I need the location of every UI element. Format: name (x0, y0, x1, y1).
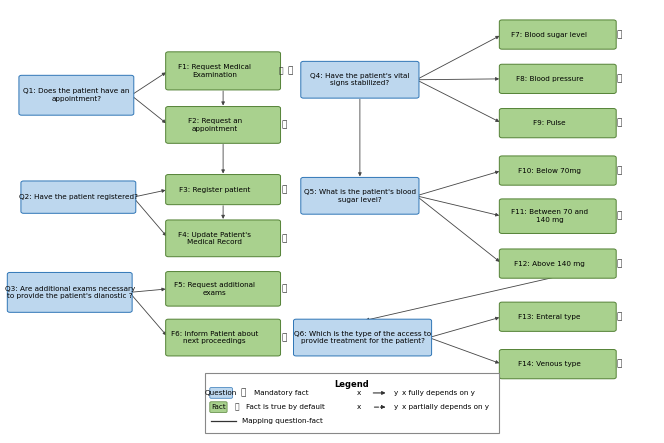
Text: ⓜ: ⓜ (281, 284, 287, 293)
Text: Q6: Which is the type of the access to
provide treatment for the patient?: Q6: Which is the type of the access to p… (294, 331, 431, 344)
Text: ⓜ: ⓜ (617, 212, 622, 221)
FancyBboxPatch shape (21, 181, 136, 213)
Text: F8: Blood pressure: F8: Blood pressure (516, 76, 583, 82)
Text: Ⓣ: Ⓣ (279, 66, 284, 75)
Text: ⓜ: ⓜ (617, 360, 622, 369)
Text: Fact: Fact (211, 404, 226, 410)
Text: F6: Inform Patient about
next proceedings: F6: Inform Patient about next proceeding… (171, 331, 258, 344)
Text: F2: Request an
appointment: F2: Request an appointment (188, 118, 242, 132)
Text: F3: Register patient: F3: Register patient (179, 187, 250, 193)
Text: Q1: Does the patient have an
appointment?: Q1: Does the patient have an appointment… (23, 89, 129, 102)
Text: F12: Above 140 mg: F12: Above 140 mg (514, 260, 585, 267)
Text: ⓜ: ⓜ (617, 119, 622, 128)
FancyBboxPatch shape (301, 62, 419, 98)
Text: ⓜ: ⓜ (281, 185, 287, 194)
FancyBboxPatch shape (499, 199, 616, 233)
FancyBboxPatch shape (499, 20, 616, 49)
FancyBboxPatch shape (499, 249, 616, 278)
Text: F11: Between 70 and
140 mg: F11: Between 70 and 140 mg (511, 210, 588, 223)
Text: Legend: Legend (335, 380, 369, 389)
FancyBboxPatch shape (19, 75, 134, 115)
FancyBboxPatch shape (166, 220, 280, 256)
Text: F4: Update Patient's
Medical Record: F4: Update Patient's Medical Record (179, 232, 251, 245)
Text: ⓜ: ⓜ (617, 166, 622, 175)
Text: Ⓣ: Ⓣ (235, 403, 239, 412)
FancyBboxPatch shape (499, 302, 616, 331)
FancyBboxPatch shape (166, 175, 280, 205)
FancyBboxPatch shape (166, 272, 280, 306)
Text: Q2: Have the patient registered?: Q2: Have the patient registered? (19, 194, 138, 200)
FancyBboxPatch shape (499, 156, 616, 185)
Text: x: x (357, 404, 361, 410)
Text: Mapping question-fact: Mapping question-fact (242, 418, 323, 424)
Text: ⓜ: ⓜ (617, 30, 622, 39)
Text: Mandatory fact: Mandatory fact (254, 390, 309, 396)
Text: Q3: Are additional exams necessary
to provide the patient's dianostic ?: Q3: Are additional exams necessary to pr… (5, 286, 135, 299)
Text: ⓜ: ⓜ (617, 74, 622, 83)
Text: F5: Request additional
exams: F5: Request additional exams (175, 282, 255, 295)
FancyBboxPatch shape (166, 107, 280, 144)
Text: ⓜ: ⓜ (617, 312, 622, 321)
Text: ⓜ: ⓜ (240, 389, 246, 397)
FancyBboxPatch shape (166, 319, 280, 356)
Text: F9: Pulse: F9: Pulse (533, 120, 566, 126)
Text: Q4: Have the patient's vital
signs stabilized?: Q4: Have the patient's vital signs stabi… (310, 73, 410, 86)
FancyBboxPatch shape (499, 350, 616, 379)
Text: Q5: What is the patient's blood
sugar level?: Q5: What is the patient's blood sugar le… (304, 189, 416, 202)
Text: ⓜ: ⓜ (288, 66, 293, 75)
FancyBboxPatch shape (293, 319, 432, 356)
FancyBboxPatch shape (499, 109, 616, 138)
Text: Question: Question (205, 390, 237, 396)
Text: Fact is true by default: Fact is true by default (246, 404, 325, 410)
Text: F10: Below 70mg: F10: Below 70mg (518, 167, 581, 174)
Text: F7: Blood sugar level: F7: Blood sugar level (511, 31, 588, 38)
Text: y: y (394, 390, 398, 396)
Text: x partially depends on y: x partially depends on y (402, 404, 489, 410)
FancyBboxPatch shape (210, 388, 232, 398)
FancyBboxPatch shape (499, 64, 616, 93)
Text: x fully depends on y: x fully depends on y (402, 390, 475, 396)
Text: F14: Venous type: F14: Venous type (518, 361, 581, 367)
FancyBboxPatch shape (7, 272, 132, 312)
Text: F1: Request Medical
Examination: F1: Request Medical Examination (179, 64, 251, 78)
Text: ⓜ: ⓜ (281, 333, 287, 342)
FancyBboxPatch shape (166, 52, 280, 90)
Text: ⓜ: ⓜ (617, 259, 622, 268)
Text: ⓜ: ⓜ (281, 234, 287, 243)
Text: y: y (394, 404, 398, 410)
Text: ⓜ: ⓜ (281, 120, 287, 129)
FancyBboxPatch shape (210, 402, 227, 412)
FancyBboxPatch shape (205, 373, 499, 433)
Text: x: x (357, 390, 361, 396)
Text: F13: Enteral type: F13: Enteral type (518, 314, 581, 320)
FancyBboxPatch shape (301, 177, 419, 214)
